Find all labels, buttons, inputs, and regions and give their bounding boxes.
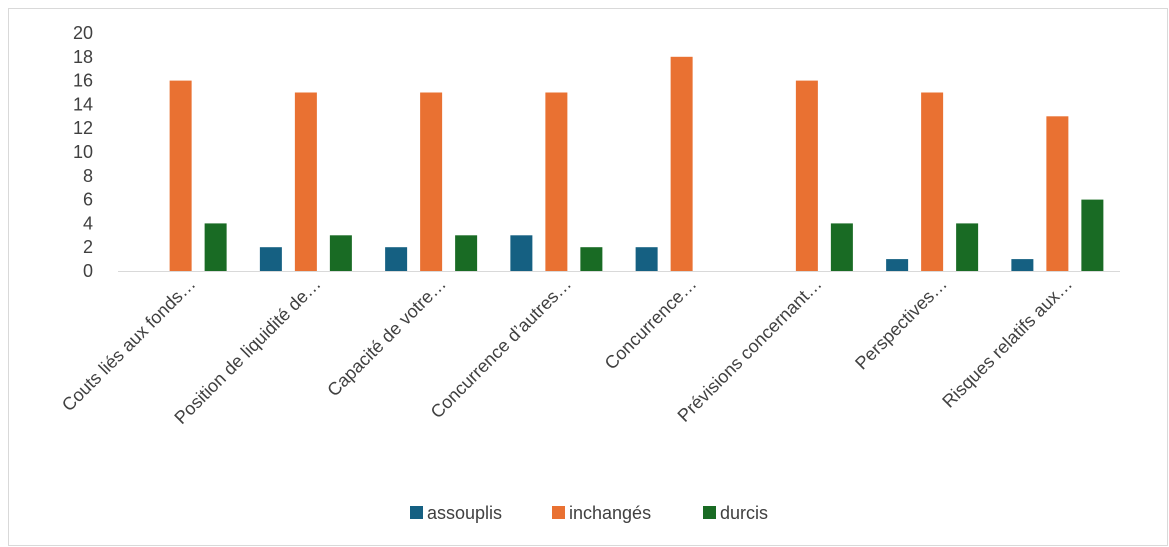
bar-durcis-2 xyxy=(455,235,478,271)
y-tick-label: 20 xyxy=(73,23,93,43)
category-label: Capacité de votre… xyxy=(323,274,450,401)
bar-assouplis-7 xyxy=(1011,259,1034,271)
chart-frame xyxy=(8,8,1168,546)
bar-inchangés-0 xyxy=(169,80,192,271)
y-tick-label: 10 xyxy=(73,142,93,162)
category-label: Position de liquidité de… xyxy=(170,274,324,428)
legend-swatch-assouplis xyxy=(410,506,423,519)
category-label: Couts liés aux fonds… xyxy=(58,274,199,415)
y-tick-label: 14 xyxy=(73,94,93,114)
bar-inchangés-1 xyxy=(294,92,317,271)
bar-assouplis-6 xyxy=(886,259,909,271)
bar-durcis-0 xyxy=(204,223,227,271)
bar-assouplis-2 xyxy=(385,247,408,271)
bar-durcis-1 xyxy=(329,235,352,271)
bar-inchangés-3 xyxy=(545,92,568,271)
legend: assouplis inchangés durcis xyxy=(410,503,768,523)
bar-inchangés-4 xyxy=(670,56,693,271)
bar-durcis-3 xyxy=(580,247,603,271)
bar-inchangés-6 xyxy=(921,92,944,271)
legend-swatch-durcis xyxy=(703,506,716,519)
bar-inchangés-2 xyxy=(420,92,443,271)
legend-label: durcis xyxy=(720,503,768,523)
bar-assouplis-1 xyxy=(259,247,282,271)
y-tick-label: 4 xyxy=(83,213,93,233)
legend-label: inchangés xyxy=(569,503,651,523)
bar-durcis-5 xyxy=(830,223,853,271)
y-tick-label: 6 xyxy=(83,190,93,210)
category-label: Risques relatifs aux… xyxy=(938,274,1076,412)
bar-durcis-6 xyxy=(956,223,979,271)
bars xyxy=(169,56,1104,271)
y-tick-label: 2 xyxy=(83,237,93,257)
y-tick-label: 16 xyxy=(73,71,93,91)
category-labels: Couts liés aux fonds…Position de liquidi… xyxy=(58,274,1076,428)
legend-swatch-inchangés xyxy=(552,506,565,519)
y-tick-label: 8 xyxy=(83,166,93,186)
legend-label: assouplis xyxy=(427,503,502,523)
bar-assouplis-3 xyxy=(510,235,533,271)
category-label: Perspectives… xyxy=(851,274,951,374)
bar-assouplis-4 xyxy=(635,247,658,271)
y-tick-label: 12 xyxy=(73,118,93,138)
category-label: Prévisions concernant… xyxy=(674,274,826,426)
y-tick-label: 18 xyxy=(73,47,93,67)
y-axis: 0 2 4 6 8 10 12 14 16 18 20 xyxy=(73,23,93,281)
bar-inchangés-5 xyxy=(795,80,818,271)
bar-durcis-7 xyxy=(1081,199,1104,271)
category-label: Concurrence… xyxy=(601,274,701,374)
bar-inchangés-7 xyxy=(1046,116,1069,271)
category-label: Concurrence d’autres… xyxy=(427,274,576,423)
y-tick-label: 0 xyxy=(83,261,93,281)
